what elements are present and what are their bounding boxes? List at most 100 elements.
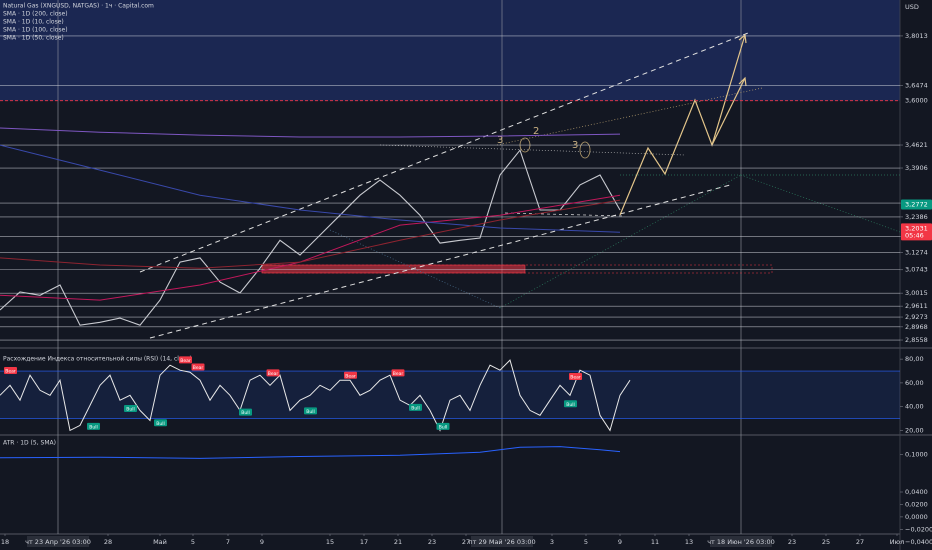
series-line [0,446,621,459]
y-tick-label: 0,0400 [905,488,928,496]
signal-tag [436,422,450,430]
y-tick-label: −0,0200 [905,525,932,533]
currency: USD [905,3,919,11]
y-tick-label: 3,4621 [905,141,928,149]
signal-tag [154,419,167,427]
x-tick-label: 13 [685,538,693,546]
signal-label: Bear [345,373,356,379]
price-label: 3,2772 [905,200,928,208]
wave-label: 3 [572,140,578,151]
price-badge [901,223,932,241]
y-tick-label: 2,8558 [905,336,928,344]
y-tick-label: 3,1274 [905,249,928,257]
series-line [0,127,621,138]
zone-background [0,0,900,101]
x-tick-label: чт 23 Апр '26 03:00 [25,538,91,546]
y-tick-label: 2,9611 [905,302,928,310]
y-tick-label: 2,8968 [905,323,928,331]
x-tick-label: 28 [104,538,112,546]
legend-entry: SMA · 1D (50, close) [3,35,64,42]
signal-tag [191,363,205,371]
y-tick-label: 3,6000 [905,97,928,105]
y-tick-label: 3,6474 [905,81,928,89]
x-tick-label: 23 [788,538,796,546]
pane-title: Расхождение Индекса относительной силы (… [3,356,192,363]
signal-label: Bull [89,424,97,430]
y-tick-label: 40,00 [905,403,924,411]
trend-line [329,229,501,309]
arrow-head [738,33,747,44]
y-tick-label: 3,2386 [905,213,928,221]
signal-tag [304,407,317,415]
x-tick-label: Май [153,538,167,546]
x-label-badge [27,536,89,547]
x-tick-label: 27 [856,538,864,546]
x-tick-label: 27 [462,538,470,546]
legend-entry: SMA · 1D (200, close) [3,11,68,18]
chart-title: Natural Gas (XNGUSD, NATGAS) · 1ч · Capi… [3,3,154,10]
signal-label: Bear [5,369,16,375]
y-tick-label: 3,3906 [905,164,928,172]
signal-label: Bull [306,409,314,415]
signal-tag [87,422,100,430]
arrow-head [738,76,747,87]
zone-extension [261,264,773,274]
signal-label: Bull [156,421,164,427]
y-tick-label: 0,0200 [905,500,928,508]
rsi-band [0,371,900,419]
y-tick-label: 60,00 [905,379,924,387]
signal-label: Bull [439,424,447,430]
signal-label: Bull [566,402,574,408]
signal-tag [564,400,577,408]
signal-tag [569,372,582,380]
signal-tag [391,369,405,377]
signal-tag [4,367,17,375]
y-tick-label: 20,00 [905,426,924,434]
x-tick-label: 23 [428,538,436,546]
x-tick-label: 11 [651,538,659,546]
zone [261,264,526,274]
projection [711,77,746,146]
x-tick-label: 21 [394,538,402,546]
x-tick-label: 7 [226,538,230,546]
x-tick-label: 18 [1,538,9,546]
legend-entry: SMA · 1D (100, close) [3,27,68,34]
y-tick-label: 3,0015 [905,289,928,297]
y-tick-label: 3,8013 [905,32,928,40]
pane-title: ATR · 1D (5, SMA) [3,440,56,447]
x-tick-label: 9 [260,538,264,546]
price-badge [901,199,932,210]
x-tick-label: Июл [890,538,905,546]
signal-label: Bear [570,374,581,380]
legend-entry: SMA · 1D (10, close) [3,19,64,26]
signal-tag [266,369,280,377]
x-label-badge [471,536,533,547]
y-tick-label: −0,0400 [905,538,932,546]
trend-line [499,174,742,309]
x-tick-label: 5 [584,538,588,546]
y-tick-label: 3,0743 [905,266,928,274]
x-tick-label: чт 18 Июн '26 03:00 [707,538,775,546]
trend-line [379,144,686,156]
trend-line [740,174,901,233]
x-tick-label: 9 [618,538,622,546]
signal-label: Bear [268,371,279,377]
y-tick-label: 2,9273 [905,313,928,321]
signal-tag [124,405,137,413]
wave-marker [579,141,591,159]
signal-tag [179,356,192,364]
countdown: 05:46 [905,231,924,239]
y-tick-label: 0,1000 [905,451,928,459]
wave-label: 3 [497,135,503,146]
signal-label: Bull [126,407,134,413]
x-tick-label: 17 [360,538,368,546]
x-tick-label: 5 [191,538,195,546]
signal-label: Bear [180,358,191,364]
signal-label: Bull [241,410,249,416]
signal-label: Bear [193,365,204,371]
channel-line [139,32,749,273]
x-tick-label: 25 [822,538,830,546]
